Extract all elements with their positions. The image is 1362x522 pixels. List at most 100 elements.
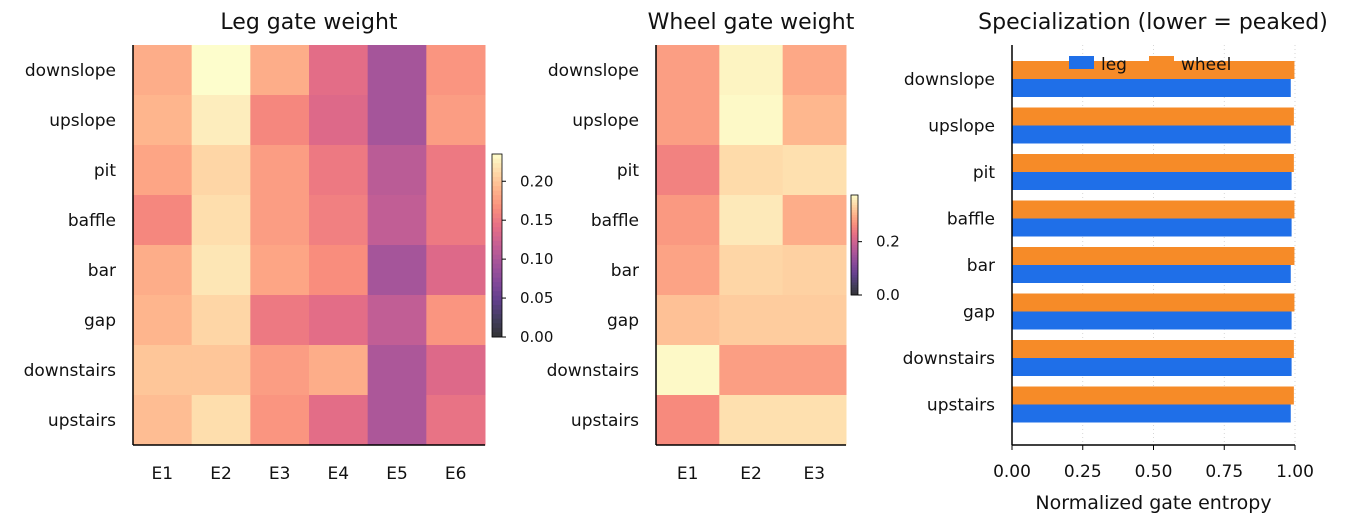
colorbar-tick-label: 0.15 (520, 211, 553, 229)
heatmap-cell (309, 145, 369, 196)
bar-wheel (1012, 293, 1295, 312)
heatmap-cell (656, 345, 720, 396)
x-tick-label: 0.25 (1064, 462, 1102, 482)
heatmap-cell (133, 195, 193, 246)
row-label: downslope (25, 61, 116, 81)
colorbar-segment (492, 176, 502, 182)
row-label: bar (88, 261, 116, 281)
colorbar-segment (492, 158, 502, 164)
heatmap-cell (250, 395, 310, 446)
row-label: downslope (548, 61, 639, 81)
colorbar-segment (851, 227, 858, 231)
heatmap-cell (719, 95, 784, 146)
bar-wheel (1012, 107, 1294, 126)
heatmap-cell (656, 45, 720, 96)
x-axis-label: Normalized gate entropy (1035, 492, 1271, 514)
colorbar-segment (851, 197, 858, 201)
colorbar-segment (492, 263, 502, 269)
colorbar-segment (492, 277, 502, 283)
heatmap-cell (250, 195, 310, 246)
heatmap-cell (367, 345, 427, 396)
column-label: E3 (269, 464, 291, 484)
heatmap-cell (309, 95, 369, 146)
heatmap-cell (782, 395, 847, 446)
colorbar-segment (492, 300, 502, 306)
colorbar-segment (851, 210, 858, 213)
colorbar-segment (851, 267, 858, 271)
bar-wheel (1012, 247, 1295, 265)
colorbar-segment (851, 282, 858, 286)
heatmap-cell (782, 345, 847, 396)
colorbar-segment (492, 204, 502, 210)
row-label: bar (611, 261, 639, 281)
heatmap-cell (191, 45, 251, 96)
heatmap-cell (367, 295, 427, 346)
heatmap-cell (656, 95, 720, 146)
legend-swatch-leg (1069, 56, 1094, 69)
bar-leg (1012, 125, 1291, 144)
heatmap-cell (191, 245, 251, 296)
heatmap-cell (191, 95, 251, 146)
colorbar-segment (492, 163, 502, 169)
colorbar-segment (851, 237, 858, 241)
heatmap-cell (250, 145, 310, 196)
colorbar-segment (851, 202, 858, 206)
chart-title: Specialization (lower = peaked) (978, 10, 1328, 35)
row-label: upslope (572, 111, 639, 131)
heatmap-cell (426, 295, 486, 346)
row-label: downstairs (24, 361, 117, 381)
colorbar-segment (851, 242, 858, 246)
bar-leg (1012, 218, 1292, 237)
heatmap-cell (719, 145, 784, 196)
colorbar-segment (851, 250, 858, 253)
heatmap-cell (367, 95, 427, 146)
colorbar-segment (492, 323, 502, 329)
colorbar-tick-label: 0.05 (520, 289, 553, 307)
colorbar-segment (492, 254, 502, 260)
x-tick-label: 1.00 (1276, 462, 1314, 482)
colorbar-segment (492, 213, 502, 219)
heatmap-cell (719, 45, 784, 96)
heatmap-cell (133, 345, 193, 396)
column-label: E6 (445, 464, 467, 484)
bar-leg (1012, 79, 1291, 97)
heatmap-cell (191, 195, 251, 246)
category-label: bar (967, 256, 995, 276)
colorbar-segment (492, 332, 502, 338)
heatmap-cell (426, 195, 486, 246)
heatmap-cell (782, 195, 847, 246)
heatmap-cell (309, 245, 369, 296)
heatmap-cell (719, 395, 784, 446)
bar-wheel (1012, 154, 1294, 172)
colorbar-segment (851, 252, 858, 256)
heatmap-cell (656, 395, 720, 446)
bar-wheel (1012, 200, 1295, 219)
colorbar-segment (492, 199, 502, 205)
colorbar-segment (851, 200, 858, 203)
heatmap-cell (250, 95, 310, 146)
colorbar-frame (850, 194, 859, 296)
column-label: E2 (210, 464, 232, 484)
heatmap-cell (426, 245, 486, 296)
colorbar-segment (492, 208, 502, 214)
colorbar-tick-label: 0.0 (876, 286, 900, 304)
chart-title: Leg gate weight (220, 10, 398, 35)
column-label: E3 (804, 464, 826, 484)
heatmap-cell (426, 345, 486, 396)
colorbar-segment (851, 270, 858, 273)
heatmap-cell (656, 245, 720, 296)
heatmap-cell (719, 295, 784, 346)
category-label: upstairs (927, 396, 995, 416)
heatmap-cell (426, 395, 486, 446)
colorbar-segment (492, 282, 502, 288)
colorbar-segment (492, 314, 502, 320)
x-tick-label: 0.00 (993, 462, 1031, 482)
heatmap-cell (367, 145, 427, 196)
heatmap-cell (367, 45, 427, 96)
heatmap-cell (656, 145, 720, 196)
heatmap-cell (191, 345, 251, 396)
category-label: pit (973, 163, 996, 183)
heatmap-cell (426, 45, 486, 96)
colorbar-segment (492, 190, 502, 196)
